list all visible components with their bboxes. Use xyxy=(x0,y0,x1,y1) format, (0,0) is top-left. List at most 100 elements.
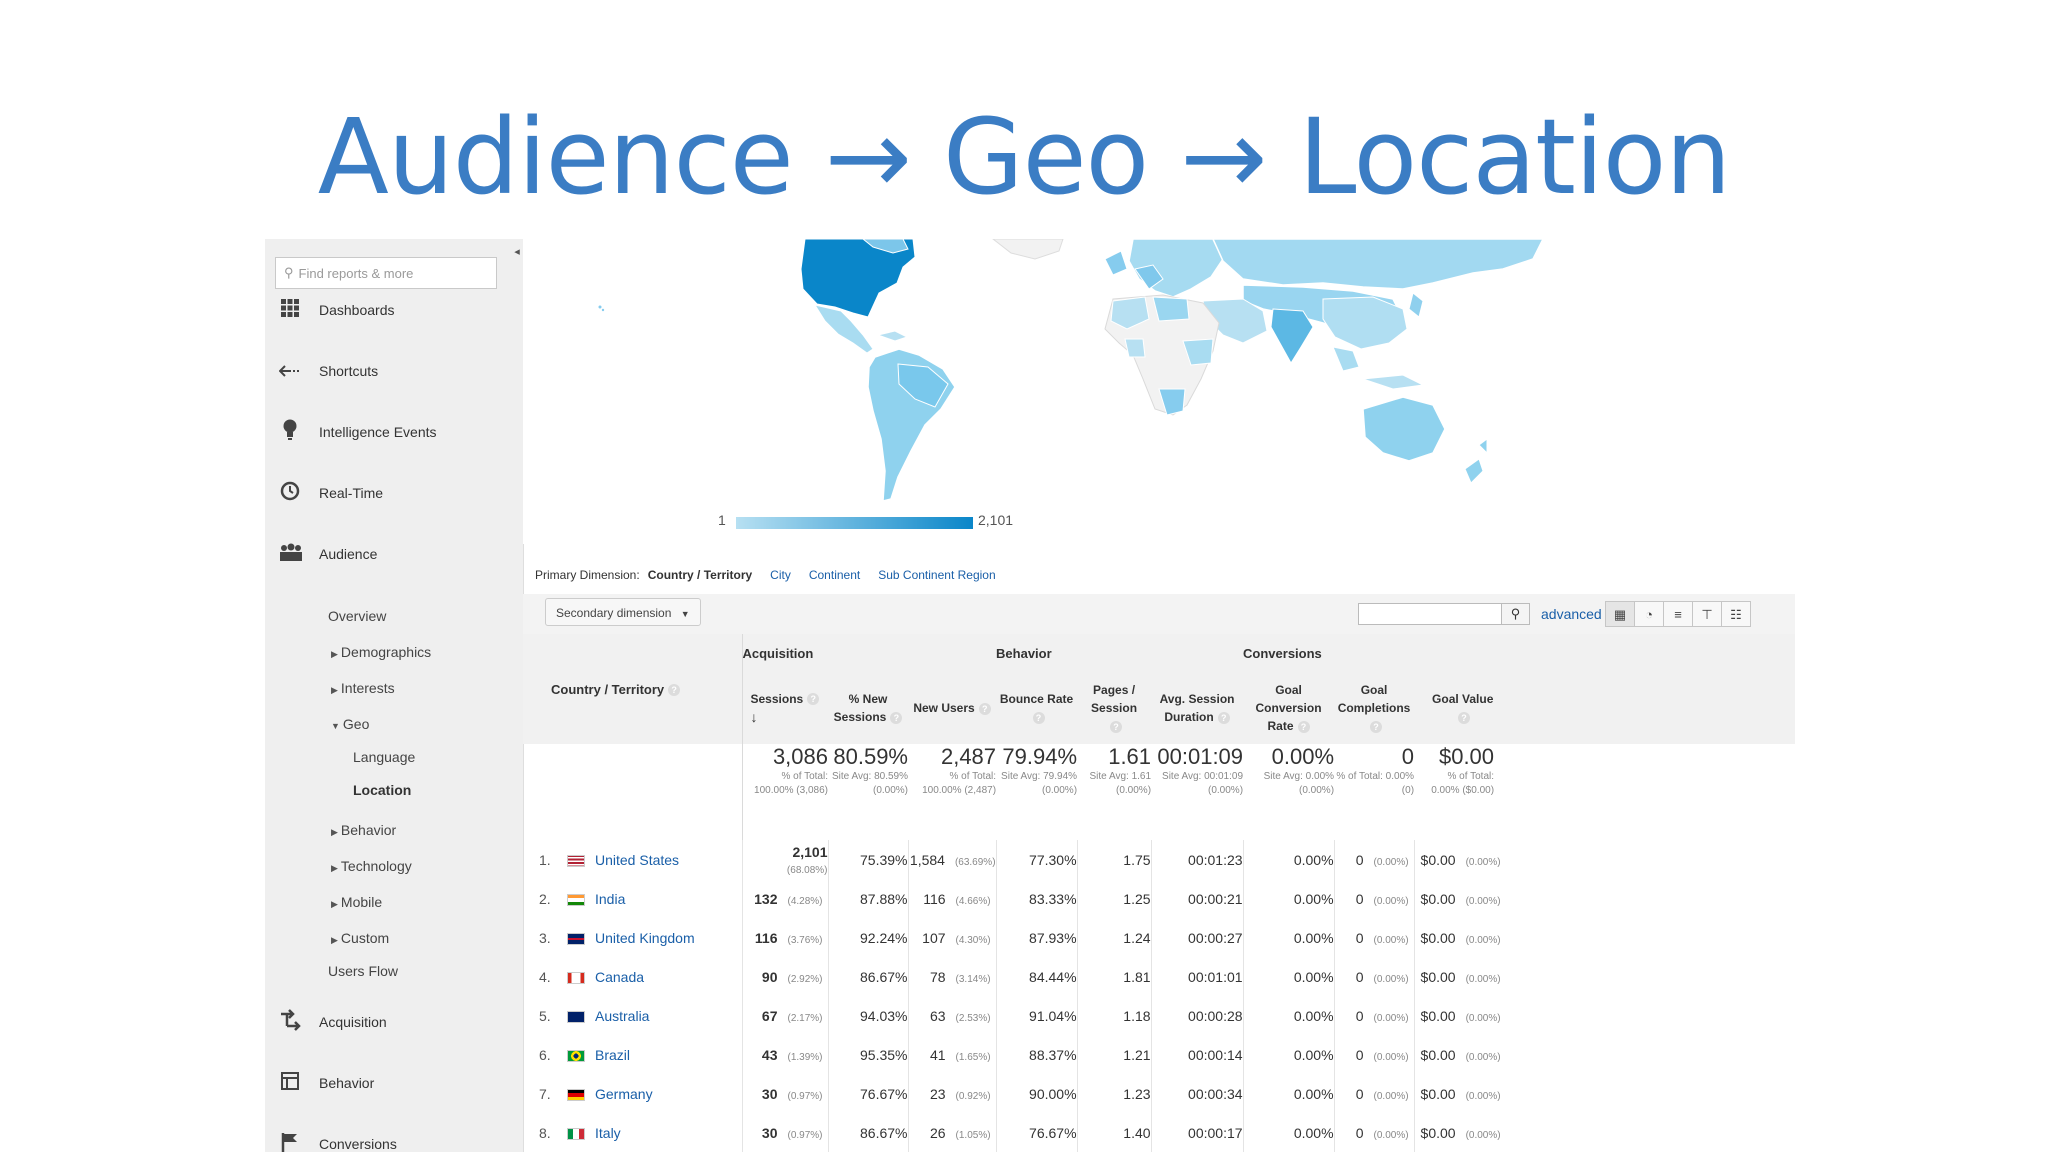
help-icon[interactable]: ? xyxy=(1370,720,1383,733)
primary-dimension-current: Country / Territory xyxy=(647,568,753,582)
goal-completions-cell: 0 (0.00%) xyxy=(1333,1035,1415,1074)
total-sessions: 3,086% of Total: 100.00% (3,086) xyxy=(754,744,828,796)
country-link[interactable]: Canada xyxy=(595,968,645,985)
sidebar-item-dashboards[interactable]: Dashboards xyxy=(265,293,523,327)
country-link[interactable]: Australia xyxy=(595,1007,650,1024)
sidebar-item-intelligence-events[interactable]: Intelligence Events xyxy=(265,415,523,449)
comparison-view-icon[interactable]: ⊤ xyxy=(1692,601,1722,627)
shortcuts-icon xyxy=(278,361,301,382)
pie-view-icon[interactable]: ◔ xyxy=(1634,601,1664,627)
goal-completions-cell: 0 (0.00%) xyxy=(1333,1113,1415,1152)
country-link[interactable]: Italy xyxy=(595,1124,621,1141)
sidebar-item-audience[interactable]: Audience xyxy=(265,537,523,571)
collapse-sidebar-icon[interactable]: ◂ xyxy=(514,246,520,258)
country-link[interactable]: Brazil xyxy=(595,1046,631,1063)
column-header-bounce-rate[interactable]: Bounce Rate? xyxy=(996,672,1078,744)
table-row[interactable]: 7. Germany 30 (0.97%) 76.67% 23 (0.92%) 90.00% 1… xyxy=(523,1074,1795,1113)
avg-duration-cell: 00:00:27 xyxy=(1150,918,1244,957)
sidebar-sub-demographics[interactable]: ▶ Demographics xyxy=(331,644,432,660)
help-icon[interactable]: ? xyxy=(1110,720,1123,733)
avg-duration-cell: 00:00:21 xyxy=(1150,879,1244,918)
pages-session-cell: 1.25 xyxy=(1076,879,1152,918)
goal-value-cell: $0.00 (0.00%) xyxy=(1413,879,1795,918)
new-users-cell: 78 (3.14%) xyxy=(907,957,997,996)
audience-icon xyxy=(279,543,302,566)
group-header-acquisition: Acquisition xyxy=(742,634,997,672)
dimension-link-continent[interactable]: Continent xyxy=(808,568,861,582)
table-row[interactable]: 4. Canada 90 (2.92%) 86.67% 78 (3.14%) 84.44% 1.… xyxy=(523,957,1795,996)
table-search-button[interactable]: ⚲ xyxy=(1502,603,1530,625)
world-map[interactable]: 1 2,101 xyxy=(523,239,1795,544)
table-row[interactable]: 1. United States 2,101(68.08%) 75.39% 1,584(… xyxy=(523,840,1795,879)
total-avg-duration: 00:01:09 Site Avg: 00:01:09 (0.00%) xyxy=(1157,744,1244,796)
country-link[interactable]: India xyxy=(595,890,626,907)
help-icon[interactable]: ? xyxy=(1217,711,1230,724)
pages-session-cell: 1.24 xyxy=(1076,918,1152,957)
column-header-goal-conversion-rate[interactable]: Goal Conversion Rate? xyxy=(1243,672,1335,744)
column-header-goal-value[interactable]: Goal Value? xyxy=(1414,672,1795,744)
bounce-rate-cell: 87.93% xyxy=(995,918,1078,957)
secondary-dimension-dropdown[interactable]: Secondary dimension ▼ xyxy=(545,598,701,626)
dimension-link-sub-continent-region[interactable]: Sub Continent Region xyxy=(878,568,996,582)
sidebar-item-conversions[interactable]: Conversions xyxy=(265,1127,523,1152)
new-users-cell: 41 (1.65%) xyxy=(907,1035,997,1074)
table-row[interactable]: 3. United Kingdom 116 (3.76%) 92.24% 107 (4.30… xyxy=(523,918,1795,957)
report-search-input[interactable] xyxy=(298,265,479,281)
sidebar-item-behavior[interactable]: Behavior xyxy=(265,1066,523,1100)
sidebar-item-acquisition[interactable]: Acquisition xyxy=(265,1005,523,1039)
row-rank: 5. xyxy=(539,1007,551,1024)
sidebar-item-real-time[interactable]: Real-Time xyxy=(265,476,523,510)
sidebar-sub-technology[interactable]: ▶ Technology xyxy=(331,858,412,874)
sidebar-sub-custom[interactable]: ▶ Custom xyxy=(331,930,390,946)
column-header-goal-completions[interactable]: Goal Completions? xyxy=(1334,672,1415,744)
help-icon[interactable]: ? xyxy=(978,702,991,715)
help-icon[interactable]: ? xyxy=(807,693,820,706)
report-search[interactable]: ⚲ xyxy=(275,257,497,289)
country-link[interactable]: United States xyxy=(595,851,680,868)
column-header-avg-duration[interactable]: Avg. Session Duration? xyxy=(1151,672,1244,744)
sidebar-sub-geo[interactable]: ▼ Geo xyxy=(331,716,370,732)
help-icon[interactable]: ? xyxy=(1458,711,1471,724)
help-icon[interactable]: ? xyxy=(1032,711,1045,724)
column-header-new-users[interactable]: New Users? xyxy=(908,672,997,744)
sidebar-item-shortcuts[interactable]: Shortcuts xyxy=(265,354,523,388)
table-filter-input[interactable] xyxy=(1358,603,1502,625)
sidebar-sub-interests[interactable]: ▶ Interests xyxy=(331,680,395,696)
sidebar-sub-overview[interactable]: Overview xyxy=(328,608,387,624)
help-icon[interactable]: ? xyxy=(1297,720,1310,733)
table-row[interactable]: 2. India 132 (4.28%) 87.88% 116 (4.66%) 83.33% 1… xyxy=(523,879,1795,918)
goal-conversion-rate-cell: 0.00% xyxy=(1242,996,1335,1035)
avg-duration-cell: 00:00:17 xyxy=(1150,1113,1244,1152)
column-header-sessions[interactable]: Sessions? ↓ xyxy=(742,672,828,744)
dimension-link-city[interactable]: City xyxy=(770,568,791,582)
sidebar-sub-language[interactable]: Language xyxy=(353,749,416,765)
country-link[interactable]: United Kingdom xyxy=(595,929,695,946)
pivot-view-icon[interactable]: ☷ xyxy=(1721,601,1751,627)
caret-down-icon: ▼ xyxy=(331,721,340,731)
sidebar-sub-behavior[interactable]: ▶ Behavior xyxy=(331,822,397,838)
sidebar-sub-mobile[interactable]: ▶ Mobile xyxy=(331,894,383,910)
column-header-new-sessions[interactable]: % New Sessions? xyxy=(828,672,908,744)
country-link[interactable]: Germany xyxy=(595,1085,653,1102)
sessions-cell: 43 (1.39%) xyxy=(761,1046,823,1063)
table-row[interactable]: 6. Brazil 43 (1.39%) 95.35% 41 (1.65%) 88.37% 1.… xyxy=(523,1035,1795,1074)
table-view-icon[interactable]: ▦ xyxy=(1605,601,1635,627)
sessions-cell: 67 (2.17%) xyxy=(761,1007,823,1024)
table-row[interactable]: 8. Italy 30 (0.97%) 86.67% 26 (1.05%) 76.67% 1.4… xyxy=(523,1113,1795,1152)
goal-value-cell: $0.00 (0.00%) xyxy=(1413,918,1795,957)
help-icon[interactable]: ? xyxy=(890,711,903,724)
sidebar-sub-location[interactable]: Location xyxy=(353,782,412,798)
sidebar-item-label: Audience xyxy=(319,546,378,562)
advanced-filter-link[interactable]: advanced xyxy=(1541,606,1602,622)
table-row[interactable]: 5. Australia 67 (2.17%) 94.03% 63 (2.53%) 91.04… xyxy=(523,996,1795,1035)
column-header-country[interactable]: Country / Territory? xyxy=(523,634,743,744)
column-header-pages-session[interactable]: Pages / Session? xyxy=(1077,672,1152,744)
sort-desc-icon: ↓ xyxy=(750,708,758,725)
world-map-svg xyxy=(598,239,1544,502)
totals-row: 3,086% of Total: 100.00% (3,086) 80.59% S… xyxy=(523,744,1795,840)
country-cell: 5. Australia xyxy=(523,996,743,1035)
performance-view-icon[interactable]: ≡ xyxy=(1663,601,1693,627)
sidebar-sub-users-flow[interactable]: Users Flow xyxy=(328,963,399,979)
total-goal-conversion-rate: 0.00% Site Avg: 0.00% (0.00%) xyxy=(1263,744,1335,796)
help-icon[interactable]: ? xyxy=(668,684,681,697)
